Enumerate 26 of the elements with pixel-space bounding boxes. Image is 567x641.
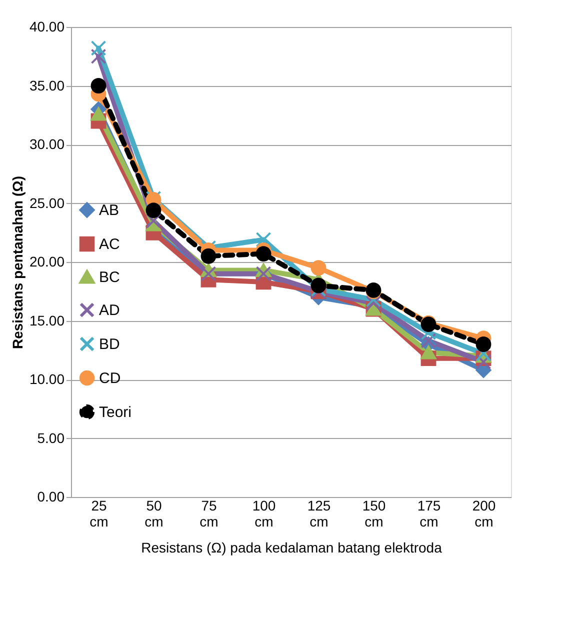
legend-label: AB	[99, 202, 120, 219]
y-tick-label: 25.00	[29, 194, 65, 211]
x-tick-label: 100 cm	[252, 498, 276, 530]
x-tick-label: 175 cm	[417, 498, 441, 530]
y-tick-label: 35.00	[29, 77, 65, 94]
x-tick-label: 150 cm	[362, 498, 386, 530]
y-tick-label: 40.00	[29, 18, 65, 34]
legend-label: CD	[99, 370, 121, 387]
x-tick-label: 125 cm	[307, 498, 331, 530]
legend-label: BD	[99, 336, 120, 353]
legend-label: AC	[99, 236, 120, 253]
x-axis-title: Resistans (Ω) pada kedalaman batang elektroda	[141, 540, 442, 556]
x-tick-label: 200 cm	[472, 498, 496, 530]
y-tick-label: 30.00	[29, 136, 65, 152]
x-tick-label: 25 cm	[90, 498, 108, 530]
y-tick-label: 10.00	[29, 371, 65, 387]
y-tick-label: 15.00	[29, 312, 65, 328]
y-tick-label: 5.00	[37, 430, 65, 446]
x-tick-label: 50 cm	[144, 498, 164, 530]
legend-label: BC	[99, 269, 120, 286]
legend-label: Teori	[99, 404, 132, 421]
y-tick-label: 0.00	[37, 488, 65, 504]
x-tick-label: 75 cm	[200, 498, 218, 530]
y-tick-label: 20.00	[29, 254, 65, 270]
y-axis-title: Resistans pentanahan (Ω)	[9, 176, 26, 350]
legend-label: AD	[99, 302, 120, 319]
